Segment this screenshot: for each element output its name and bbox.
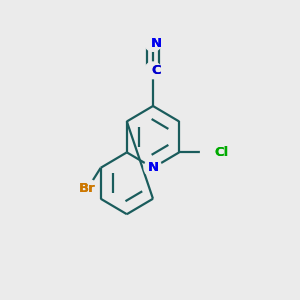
Circle shape: [144, 159, 162, 177]
Text: C: C: [152, 64, 161, 77]
Text: N: N: [147, 161, 158, 174]
Text: Br: Br: [79, 182, 96, 195]
Text: Br: Br: [79, 182, 96, 195]
Text: C: C: [152, 64, 161, 77]
Text: N: N: [151, 37, 162, 50]
Circle shape: [145, 62, 161, 79]
Circle shape: [200, 143, 218, 161]
Text: Cl: Cl: [214, 146, 228, 159]
Text: N: N: [151, 37, 162, 50]
Text: N: N: [147, 161, 158, 174]
Text: Cl: Cl: [214, 146, 228, 159]
Circle shape: [78, 179, 97, 198]
Circle shape: [145, 35, 161, 51]
